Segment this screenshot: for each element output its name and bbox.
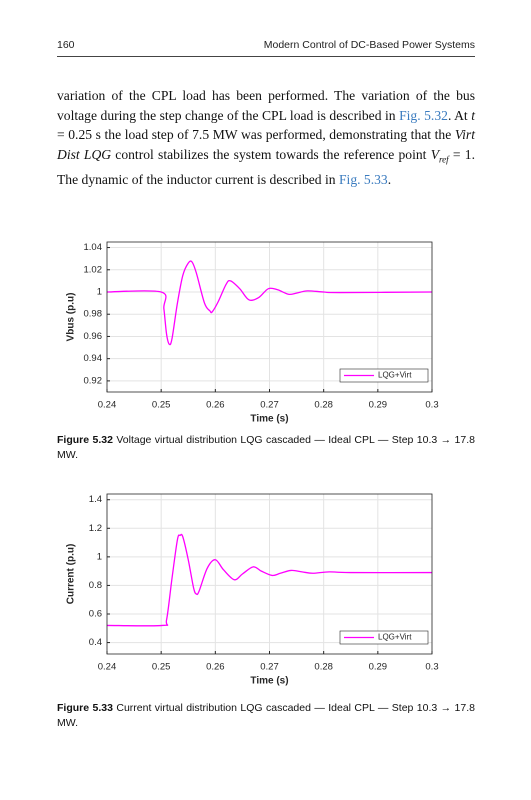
caption-label: Figure 5.33	[57, 702, 113, 714]
y-tick-label: 1.4	[89, 494, 102, 505]
text: .	[387, 171, 392, 187]
page-number: 160	[57, 39, 75, 51]
legend-box	[339, 630, 429, 645]
x-tick-label: 0.28	[314, 662, 333, 673]
y-tick-label: 0.4	[89, 637, 102, 648]
running-title: Modern Control of DC-Based Power Systems	[263, 39, 475, 51]
caption-text: Voltage virtual distribution LQG cascade…	[57, 434, 475, 461]
x-tick-label: 0.29	[369, 662, 388, 673]
text: variation of the CPL load has been perfo…	[57, 88, 475, 123]
x-axis-label: Time (s)	[250, 414, 288, 425]
line	[107, 260, 432, 346]
x-tick-label: 0.29	[369, 400, 388, 411]
y-tick-label: 1	[97, 551, 102, 562]
caption: Figure 5.33 Current virtual distribution…	[57, 701, 475, 731]
figure-link[interactable]: Fig. 5.32	[399, 107, 448, 123]
y-axis-label: Vbus (p.u)	[66, 293, 77, 342]
text: . At	[447, 107, 472, 123]
y-axis-label: Current (p.u)	[66, 544, 77, 605]
figure-link[interactable]: Fig. 5.33	[338, 171, 388, 187]
y-tick-label: 0.8	[89, 580, 102, 591]
text: = 0.25 s the load step of 7.5 MW was per…	[57, 127, 455, 142]
y-tick-label: 0.94	[84, 353, 103, 364]
y-tick-label: 0.6	[89, 609, 102, 620]
emphasis: Virt Dist LQG	[57, 127, 475, 162]
x-tick-label: 0.3	[425, 662, 438, 673]
x-tick-label: 0.27	[260, 662, 279, 673]
legend-label: LQG+Virt	[378, 371, 412, 380]
paragraph: variation of the CPL load has been perfo…	[57, 86, 475, 189]
x-tick-label: 0.25	[152, 662, 171, 673]
y-tick-label: 0.98	[84, 309, 103, 320]
legend-label: LQG+Virt	[378, 633, 412, 642]
y-tick-label: 0.96	[84, 331, 103, 342]
text: = 1. The dynamic of the inductor current…	[57, 146, 475, 187]
line	[107, 533, 432, 627]
x-tick-label: 0.25	[152, 400, 171, 411]
y-tick-label: 1.04	[84, 242, 103, 253]
text: control stabilizes the system towards th…	[111, 146, 431, 162]
axes-box	[106, 493, 433, 655]
y-tick-label: 0.92	[84, 375, 103, 386]
math: t	[471, 107, 475, 123]
legend-box	[339, 368, 429, 383]
x-tick-label: 0.26	[206, 400, 225, 411]
x-tick-label: 0.24	[98, 662, 117, 673]
x-tick-label: 0.28	[314, 400, 333, 411]
x-axis-label: Time (s)	[250, 676, 288, 687]
y-tick-label: 1.02	[84, 264, 103, 275]
x-tick-label: 0.27	[260, 400, 279, 411]
x-tick-label: 0.26	[206, 662, 225, 673]
x-tick-label: 0.3	[425, 400, 438, 411]
caption-text: Current virtual distribution LQG cascade…	[57, 702, 475, 729]
caption-label: Figure 5.32	[57, 434, 113, 446]
y-tick-label: 1.2	[89, 523, 102, 534]
axes-box	[106, 241, 433, 393]
math: V	[430, 146, 439, 162]
caption: Figure 5.32 Voltage virtual distribution…	[57, 433, 475, 463]
math-subscript: ref	[439, 154, 449, 165]
x-tick-label: 0.24	[98, 400, 117, 411]
y-tick-label: 1	[97, 287, 102, 298]
header-rule	[57, 56, 475, 57]
